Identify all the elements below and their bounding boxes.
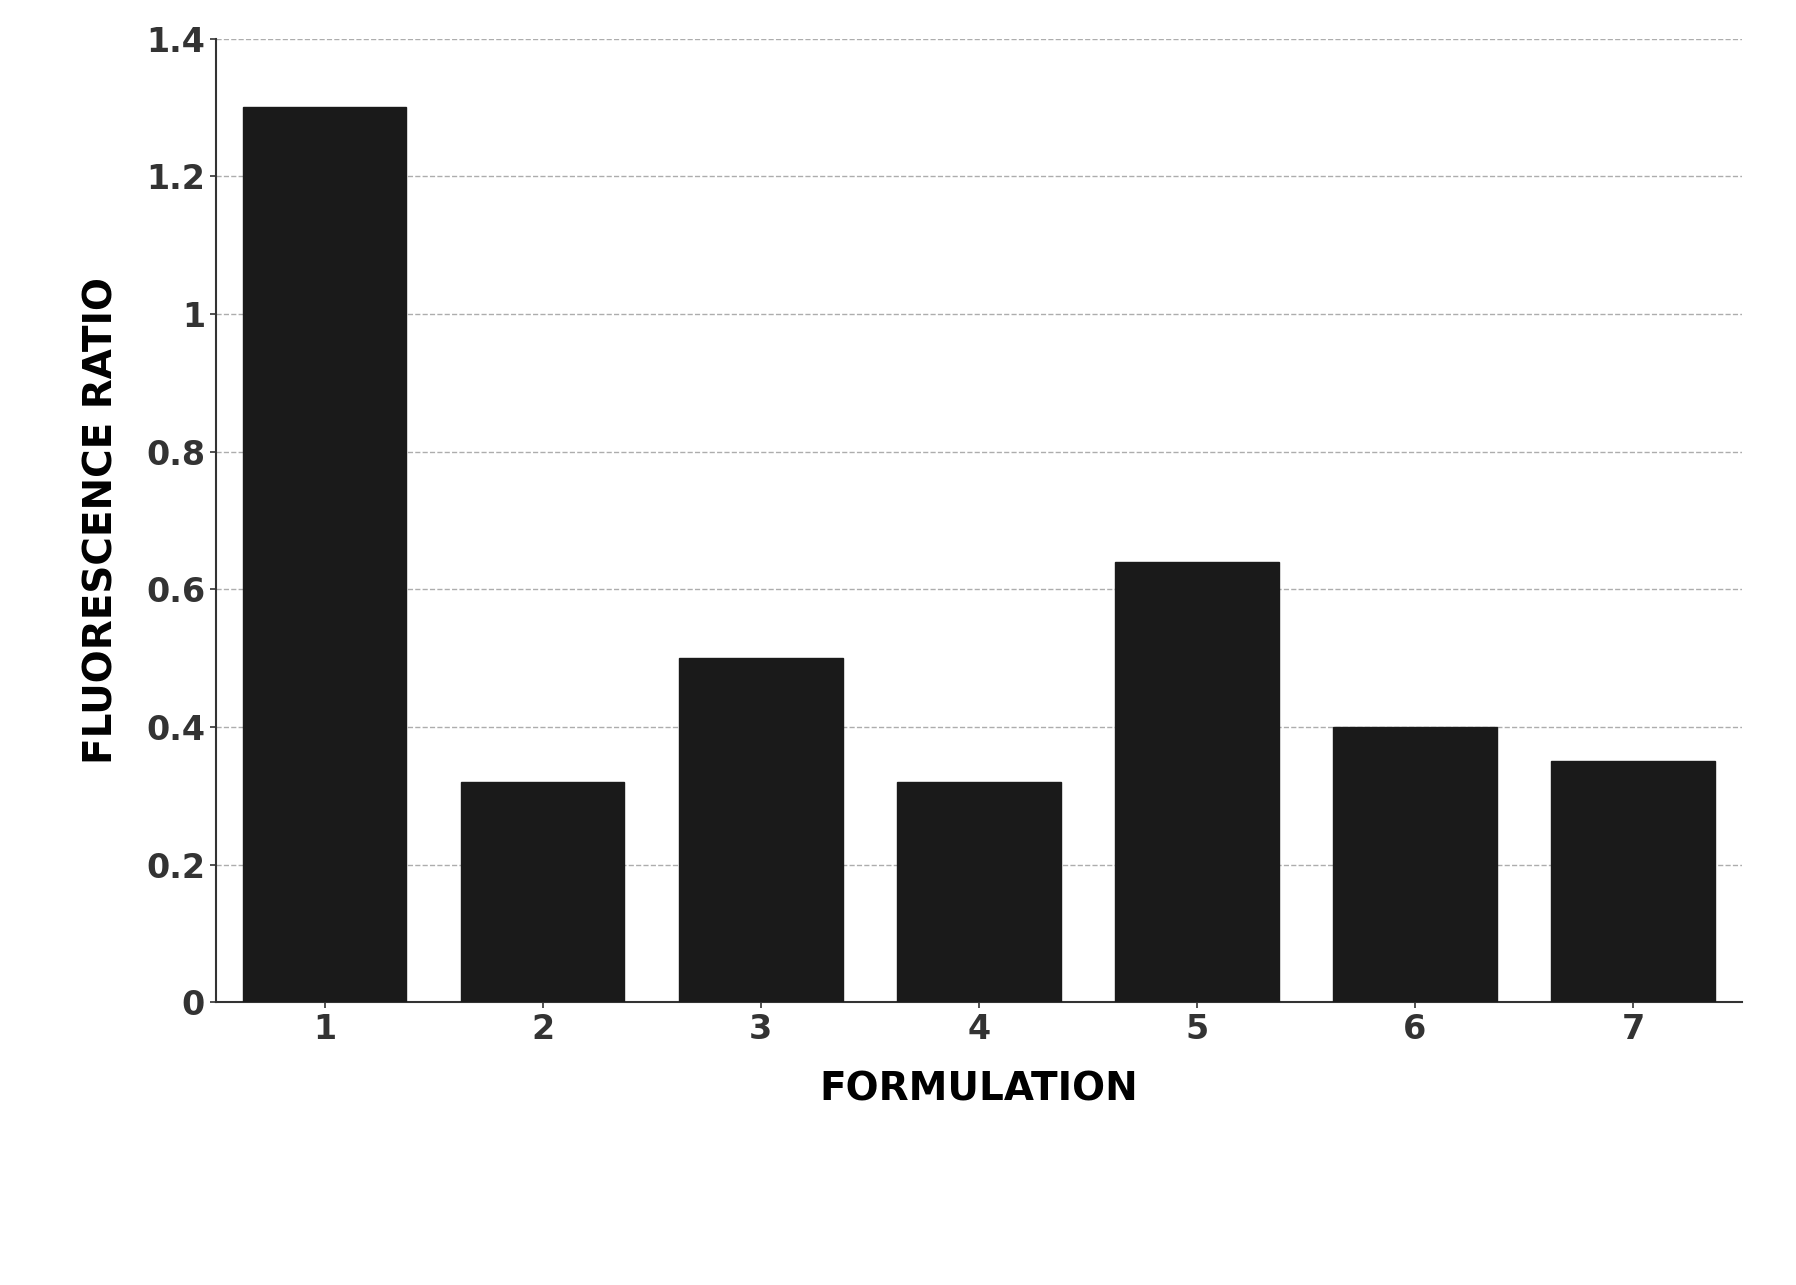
Bar — [462, 783, 625, 1002]
Bar — [1115, 562, 1279, 1002]
Bar — [1552, 761, 1715, 1002]
Bar — [679, 658, 842, 1002]
X-axis label: FORMULATION: FORMULATION — [819, 1070, 1139, 1109]
Bar — [242, 108, 406, 1002]
Bar — [1333, 727, 1496, 1002]
Y-axis label: FLUORESCENCE RATIO: FLUORESCENCE RATIO — [83, 278, 120, 763]
Bar — [896, 783, 1061, 1002]
